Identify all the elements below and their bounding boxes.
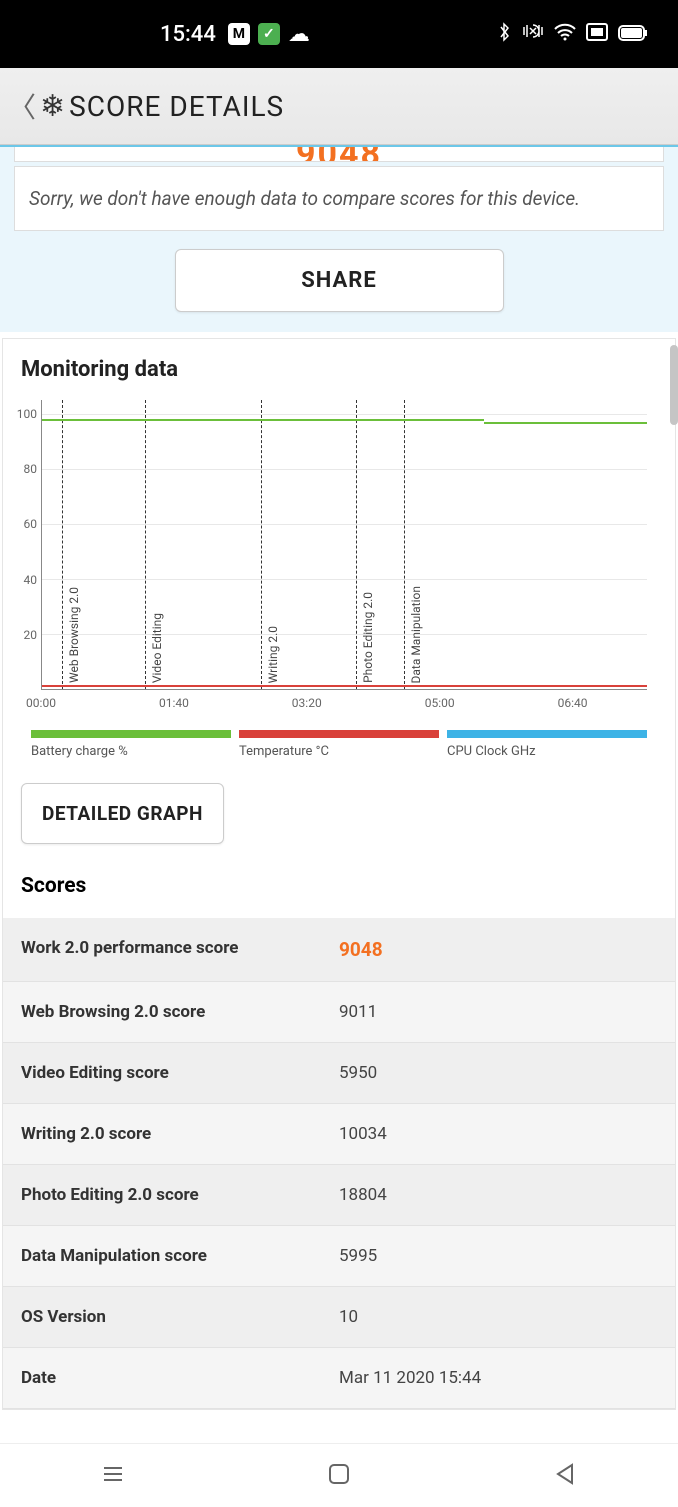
score-label: Photo Editing 2.0 score bbox=[21, 1185, 339, 1205]
temperature-line bbox=[42, 685, 647, 687]
score-row: Photo Editing 2.0 score18804 bbox=[3, 1165, 675, 1226]
bluetooth-icon bbox=[498, 22, 512, 47]
android-status-bar: 15:44 M ✓ ☁ bbox=[0, 0, 678, 68]
phase-label: Data Manipulation bbox=[409, 586, 423, 684]
main-score-truncated: 9048 bbox=[14, 147, 664, 162]
score-row: Work 2.0 performance score9048 bbox=[3, 918, 675, 982]
score-value: 5995 bbox=[339, 1246, 657, 1266]
battery-line bbox=[42, 419, 484, 421]
nav-recent-button[interactable] bbox=[100, 1461, 126, 1491]
legend-swatch-temperature bbox=[239, 730, 439, 738]
legend-label-cpu: CPU Clock GHz bbox=[447, 744, 647, 759]
phase-marker: Web Browsing 2.0 bbox=[62, 400, 63, 689]
cloud-icon: ☁ bbox=[288, 22, 310, 47]
status-right-icons bbox=[498, 21, 648, 47]
status-left-icons: M ✓ ☁ bbox=[228, 22, 310, 47]
share-button[interactable]: SHARE bbox=[175, 249, 504, 312]
shield-icon: ✓ bbox=[258, 23, 280, 45]
nav-back-button[interactable] bbox=[552, 1461, 578, 1491]
score-label: OS Version bbox=[21, 1307, 339, 1327]
monitoring-section: Monitoring data 20 40 60 80 100 Web Browsing… bbox=[2, 338, 676, 1410]
chart-plot-area: Web Browsing 2.0 Video Editing Writing 2.0… bbox=[41, 400, 647, 690]
score-label: Data Manipulation score bbox=[21, 1246, 339, 1266]
nav-home-button[interactable] bbox=[326, 1461, 352, 1491]
battery-icon bbox=[618, 22, 648, 47]
phase-label: Web Browsing 2.0 bbox=[67, 587, 81, 683]
x-tick-label: 06:40 bbox=[558, 696, 588, 710]
app-header: 〈 ❄ SCORE DETAILS bbox=[0, 68, 678, 145]
score-value: Mar 11 2020 15:44 bbox=[339, 1368, 657, 1388]
wifi-icon bbox=[554, 22, 576, 47]
scores-title: Scores bbox=[3, 868, 675, 918]
legend-label-temperature: Temperature °C bbox=[239, 744, 439, 759]
back-button[interactable]: 〈 bbox=[8, 86, 36, 126]
score-value: 10 bbox=[339, 1307, 657, 1327]
score-value: 10034 bbox=[339, 1124, 657, 1144]
legend-swatch-cpu bbox=[447, 730, 647, 738]
phase-marker: Data Manipulation bbox=[404, 400, 405, 689]
android-nav-bar bbox=[0, 1443, 678, 1507]
x-tick-label: 05:00 bbox=[425, 696, 455, 710]
legend-swatch-battery bbox=[31, 730, 231, 738]
x-tick-label: 01:40 bbox=[159, 696, 189, 710]
scores-table: Work 2.0 performance score9048Web Browsi… bbox=[3, 918, 675, 1409]
vibrate-icon bbox=[522, 21, 544, 47]
score-value: 9048 bbox=[339, 938, 657, 961]
score-row: DateMar 11 2020 15:44 bbox=[3, 1348, 675, 1409]
cast-icon bbox=[586, 22, 608, 47]
score-label: Date bbox=[21, 1368, 339, 1388]
snowflake-icon: ❄ bbox=[40, 89, 65, 124]
legend-swatches bbox=[31, 730, 647, 738]
x-tick-label: 00:00 bbox=[26, 696, 56, 710]
detailed-graph-button[interactable]: DETAILED GRAPH bbox=[21, 783, 224, 844]
phase-label: Video Editing bbox=[150, 613, 164, 683]
scroll-indicator[interactable] bbox=[670, 345, 678, 425]
legend-labels: Battery charge % Temperature °C CPU Cloc… bbox=[31, 744, 647, 759]
legend-label-battery: Battery charge % bbox=[31, 744, 231, 759]
phase-label: Writing 2.0 bbox=[266, 626, 280, 683]
phase-marker: Photo Editing 2.0 bbox=[356, 400, 357, 689]
score-row: Video Editing score5950 bbox=[3, 1043, 675, 1104]
score-row: Data Manipulation score5995 bbox=[3, 1226, 675, 1287]
chart-x-axis: 00:0001:4003:2005:0006:40 bbox=[41, 690, 647, 720]
phase-marker: Writing 2.0 bbox=[261, 400, 262, 689]
x-tick-label: 03:20 bbox=[292, 696, 322, 710]
chart-y-axis: 20 40 60 80 100 bbox=[13, 400, 41, 690]
y-tick-label: 20 bbox=[24, 628, 38, 642]
battery-line bbox=[484, 422, 647, 424]
status-time: 15:44 bbox=[160, 22, 216, 47]
monitoring-title: Monitoring data bbox=[3, 339, 675, 390]
score-value: 18804 bbox=[339, 1185, 657, 1205]
score-label: Writing 2.0 score bbox=[21, 1124, 339, 1144]
phase-label: Photo Editing 2.0 bbox=[361, 592, 375, 683]
score-summary-panel: 9048 Sorry, we don't have enough data to… bbox=[0, 145, 678, 332]
y-tick-label: 60 bbox=[24, 517, 38, 531]
score-label: Web Browsing 2.0 score bbox=[21, 1002, 339, 1022]
gmail-icon: M bbox=[228, 23, 250, 45]
score-label: Video Editing score bbox=[21, 1063, 339, 1083]
page-title: SCORE DETAILS bbox=[69, 90, 284, 123]
score-value: 9011 bbox=[339, 1002, 657, 1022]
compare-message: Sorry, we don't have enough data to comp… bbox=[14, 166, 664, 231]
y-tick-label: 80 bbox=[24, 462, 38, 476]
score-label: Work 2.0 performance score bbox=[21, 938, 339, 961]
score-row: Web Browsing 2.0 score9011 bbox=[3, 982, 675, 1043]
y-tick-label: 100 bbox=[17, 407, 37, 421]
monitoring-chart: 20 40 60 80 100 Web Browsing 2.0 Video Editin… bbox=[13, 400, 647, 720]
y-tick-label: 40 bbox=[24, 573, 38, 587]
score-value: 5950 bbox=[339, 1063, 657, 1083]
score-row: Writing 2.0 score10034 bbox=[3, 1104, 675, 1165]
phase-marker: Video Editing bbox=[145, 400, 146, 689]
score-row: OS Version10 bbox=[3, 1287, 675, 1348]
